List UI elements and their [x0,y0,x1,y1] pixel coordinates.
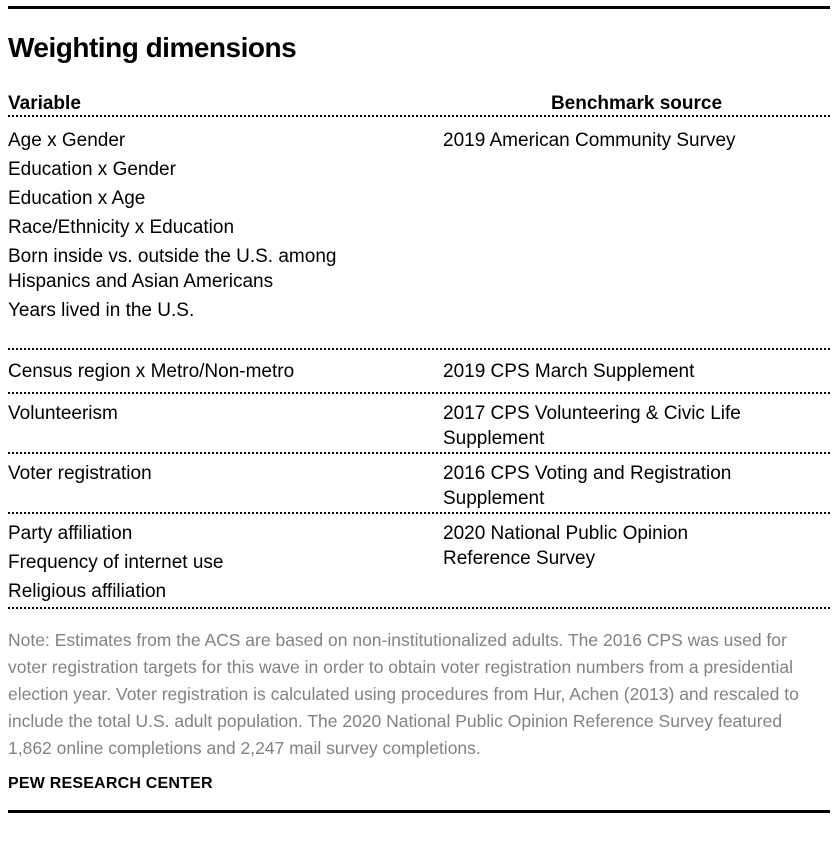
variable-text: Volunteerism [8,403,118,424]
dotted-divider [8,392,830,394]
benchmark-cell: 2020 National Public Opinion Reference S… [443,521,830,604]
table-row: Party affiliation Frequency of internet … [8,514,830,607]
variable-text: Religious affiliation [8,581,167,602]
top-rule [8,6,830,9]
benchmark-cell: 2019 CPS March Supplement [443,359,830,384]
benchmark-text: 2016 CPS Voting and Registration Supplem… [443,463,732,509]
benchmark-text: 2019 American Community Survey [443,130,736,151]
table-header-row: Variable Benchmark source [8,93,830,115]
variable-cell: Voter registration [8,461,443,511]
variable-text: Frequency of internet use [8,552,224,573]
variable-text: Census region x Metro/Non-metro [8,361,295,382]
variable-cell: Volunteerism [8,401,443,451]
variable-text: Years lived in the U.S. [8,300,195,321]
dotted-divider [8,348,830,350]
variable-cell: Census region x Metro/Non-metro [8,359,443,384]
table-row: Census region x Metro/Non-metro 2019 CPS… [8,350,830,392]
variable-text: Education x Gender [8,159,176,180]
weighting-table: Variable Benchmark source Age x Gender E… [8,93,830,609]
benchmark-cell: 2016 CPS Voting and Registration Supplem… [443,461,830,511]
table-row: Voter registration 2016 CPS Voting and R… [8,454,830,512]
variable-text: Education x Age [8,188,146,209]
benchmark-text: 2017 CPS Volunteering & Civic Life Suppl… [443,403,741,449]
variable-text: Party affiliation [8,523,133,544]
benchmark-text: 2019 CPS March Supplement [443,361,695,382]
dotted-divider [8,115,830,117]
variable-text: Race/Ethnicity x Education [8,217,235,238]
benchmark-cell: 2019 American Community Survey [443,128,830,323]
dotted-divider [8,607,830,609]
variable-text: Age x Gender [8,130,126,151]
variable-text: Voter registration [8,463,152,484]
column-header-benchmark: Benchmark source [550,93,723,114]
report-figure: Weighting dimensions Variable Benchmark … [8,6,830,813]
benchmark-cell: 2017 CPS Volunteering & Civic Life Suppl… [443,401,830,451]
dotted-divider [8,512,830,514]
page-title: Weighting dimensions [8,32,297,63]
source-label: PEW RESEARCH CENTER [8,775,213,792]
column-header-variable: Variable [8,93,81,114]
variable-text: Born inside vs. outside the U.S. among H… [8,246,337,292]
benchmark-text: 2020 National Public Opinion Reference S… [443,523,689,569]
table-row: Volunteerism 2017 CPS Volunteering & Civ… [8,394,830,452]
variable-cell: Age x Gender Education x Gender Educatio… [8,128,443,323]
dotted-divider [8,452,830,454]
table-row: Age x Gender Education x Gender Educatio… [8,117,830,348]
variable-cell: Party affiliation Frequency of internet … [8,521,443,604]
bottom-rule [8,810,830,813]
note-text: Note: Estimates from the ACS are based o… [8,630,799,758]
